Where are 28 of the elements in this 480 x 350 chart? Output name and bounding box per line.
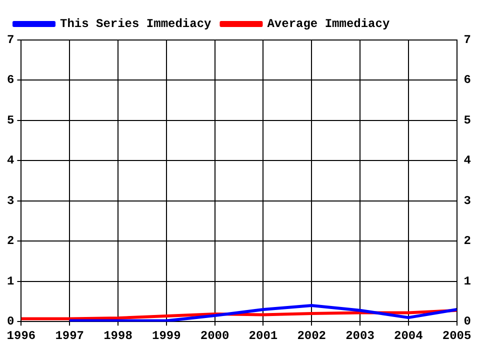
y-tick-label: 3	[7, 194, 14, 208]
y-tick-label: 4	[7, 154, 14, 168]
legend-label: This Series Immediacy	[60, 17, 212, 32]
x-tick-label: 1998	[104, 328, 132, 343]
y2-tick-label: 6	[464, 73, 471, 88]
y2-tick-label: 3	[464, 194, 471, 208]
y-tick-label: 6	[7, 73, 14, 88]
x-tick-label: 2000	[200, 328, 230, 343]
x-tick-label: 1999	[152, 328, 181, 343]
y2-tick-label: 7	[464, 33, 471, 48]
y2-tick-label: 1	[464, 274, 471, 288]
legend-label: Average Immediacy	[267, 17, 390, 32]
y2-tick-label: 5	[464, 113, 471, 128]
y-tick-label: 7	[7, 33, 14, 48]
y-tick-label: 0	[7, 314, 14, 329]
y2-tick-label: 4	[464, 154, 471, 168]
y-tick-label: 5	[7, 113, 14, 128]
x-tick-label: 2004	[394, 328, 423, 343]
y2-tick-label: 2	[464, 234, 471, 248]
x-tick-label: 2002	[297, 328, 326, 343]
x-tick-label: 2005	[442, 328, 472, 343]
y-tick-label: 1	[7, 274, 14, 288]
x-tick-label: 1997	[55, 328, 84, 343]
x-tick-label: 1996	[6, 328, 36, 343]
y-tick-label: 2	[7, 234, 14, 248]
x-tick-label: 2001	[248, 328, 278, 343]
x-tick-label: 2003	[346, 328, 374, 343]
y2-tick-label: 0	[464, 314, 471, 329]
